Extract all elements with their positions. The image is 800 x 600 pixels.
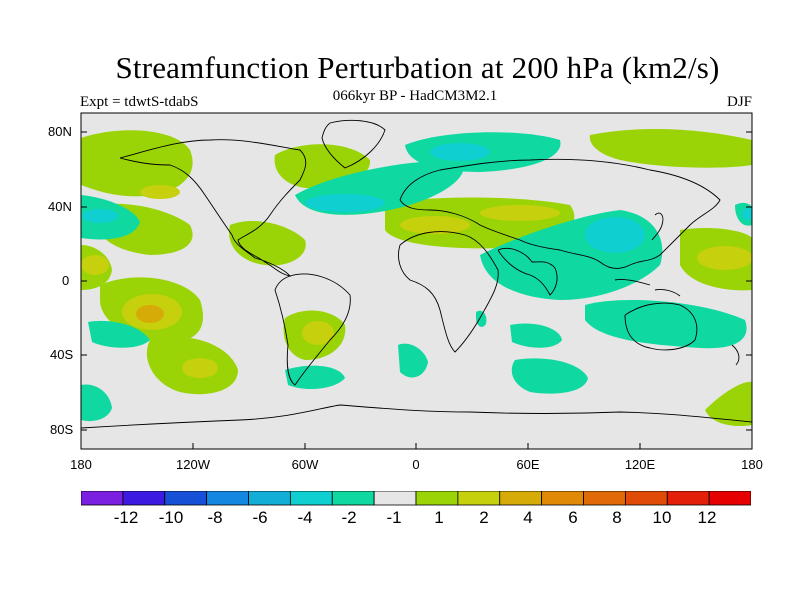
colorbar-label-neg2: -2 — [341, 508, 357, 527]
ytick-label-40n: 40N — [48, 199, 72, 214]
anomaly-core-eurasia2 — [480, 205, 560, 221]
xtick-label-60w: 60W — [291, 457, 319, 472]
colorbar-swatch-5 — [289, 491, 333, 506]
season-label: DJF — [726, 94, 752, 110]
chart-title: Streamfunction Perturbation at 200 hPa (… — [115, 50, 720, 85]
coast-greenland — [321, 119, 386, 169]
colorbar-label-neg8: -8 — [207, 508, 223, 527]
anomaly-core-arctic-neg — [430, 143, 490, 161]
colorbar-label-pos12: 12 — [697, 508, 717, 527]
xtick-label-0: 0 — [412, 457, 420, 472]
ytick-label-0: 0 — [62, 273, 70, 288]
coast-arabia-india — [497, 247, 558, 296]
xtick-label-180w: 180 — [70, 457, 92, 472]
coast-australia — [624, 302, 698, 351]
colorbar-label-neg6: -6 — [252, 508, 268, 527]
anomaly-neg-safrica — [510, 323, 562, 348]
anomaly-neg-satl — [398, 343, 428, 378]
colorbar-label-pos4: 4 — [523, 508, 533, 527]
anomaly-pos-namerica — [229, 220, 306, 266]
ytick-label-40s: 40S — [50, 347, 74, 362]
colorbar-swatch-10 — [499, 491, 543, 506]
colorbar-label-neg10: -10 — [158, 508, 184, 527]
anomaly-pos-npacific — [81, 130, 193, 197]
ytick-label-80s: 80S — [50, 422, 74, 437]
colorbar-swatch-3 — [206, 491, 249, 506]
xtick-label-180e: 180 — [741, 457, 763, 472]
anomaly-core-eurasia — [400, 216, 470, 234]
anomaly-core-npacific — [140, 185, 180, 199]
coast-indonesia — [614, 279, 681, 297]
colorbar-swatch-9 — [457, 491, 501, 506]
anomaly-neg-australia — [585, 300, 747, 349]
colorbar-swatch-6 — [331, 491, 375, 506]
colorbar-swatch-2 — [164, 491, 208, 506]
colorbar-label-pos8: 8 — [612, 508, 622, 527]
anomaly-core-wpac — [697, 246, 752, 270]
xtick-label-60e: 60E — [516, 457, 540, 472]
anomaly-neg-africa-e — [476, 310, 487, 327]
colorbar-swatch-4 — [248, 491, 291, 506]
anomaly-core-wpac-n-neg — [742, 208, 752, 220]
coast-europe-asia — [399, 158, 721, 269]
anomaly-neg-socean-amer — [285, 365, 345, 390]
coast-new-zealand — [731, 344, 740, 366]
anomaly-core-spac-s — [182, 358, 218, 378]
coast-japan — [651, 212, 664, 241]
colorbar-label-neg1: -1 — [386, 508, 402, 527]
colorbar-swatch-14 — [666, 491, 710, 506]
coast-north-america — [119, 139, 307, 277]
colorbar-swatch-13 — [624, 491, 668, 506]
colorbar-swatch-1 — [122, 491, 166, 506]
chart-subtitle: 066kyr BP - HadCM3M2.1 — [332, 88, 498, 104]
contour-fills — [81, 128, 752, 427]
anomaly-core-sam — [302, 321, 334, 345]
colorbar-label-pos2: 2 — [479, 508, 489, 527]
experiment-label: Expt = tdwtS-tdabS — [80, 94, 199, 110]
anomaly-core-npac-neg — [82, 209, 118, 223]
anomaly-pos-arctic-e — [589, 128, 752, 168]
coast-africa — [398, 231, 499, 353]
colorbar — [81, 491, 751, 506]
anomaly-neg-sindian — [511, 358, 588, 394]
colorbar-swatch-0 — [81, 491, 124, 506]
coast-south-america — [274, 273, 351, 386]
colorbar-label-pos10: 10 — [652, 508, 672, 527]
ytick-label-80n: 80N — [48, 124, 72, 139]
axis-ticks — [80, 131, 753, 449]
colorbar-swatch-7 — [373, 491, 417, 506]
anomaly-core-spac-max — [136, 305, 164, 323]
colorbar-label-neg12: -12 — [113, 508, 139, 527]
colorbar-swatch-15 — [708, 491, 751, 506]
anomaly-pos-socean-e — [705, 381, 752, 427]
coast-antarctica — [81, 404, 752, 429]
coastlines — [81, 119, 752, 429]
colorbar-swatch-12 — [583, 491, 626, 506]
anomaly-core-tpac — [81, 255, 109, 275]
anomaly-core-natl-neg — [305, 194, 385, 212]
anomaly-neg-spacific-w — [88, 320, 150, 348]
colorbar-label-neg4: -4 — [297, 508, 313, 527]
anomaly-neg-socean-w — [81, 384, 112, 422]
colorbar-swatch-11 — [541, 491, 584, 506]
anomaly-core-asia-neg — [585, 217, 645, 253]
xtick-label-120e: 120E — [624, 457, 656, 472]
colorbar-swatch-8 — [415, 491, 459, 506]
colorbar-label-pos6: 6 — [568, 508, 578, 527]
colorbar-label-pos1: 1 — [434, 508, 444, 527]
xtick-label-120w: 120W — [176, 457, 210, 472]
